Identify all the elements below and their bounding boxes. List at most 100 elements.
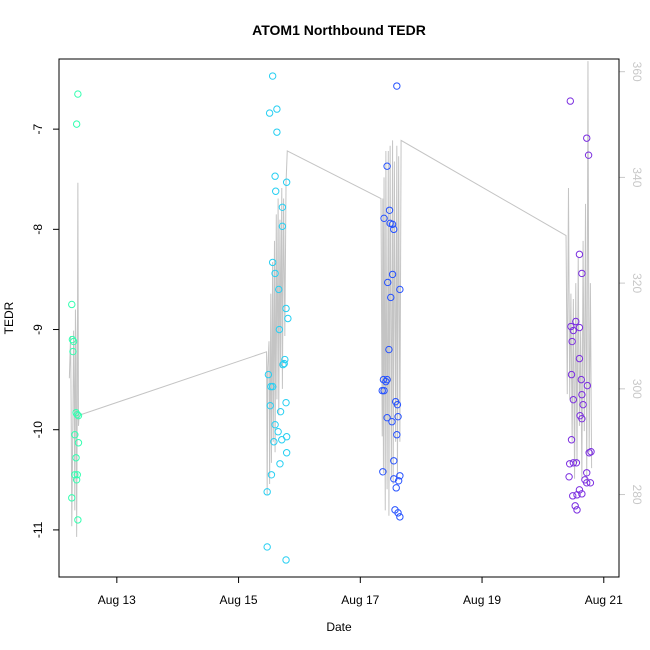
data-point bbox=[394, 412, 402, 421]
data-point bbox=[579, 400, 587, 409]
data-point bbox=[573, 491, 581, 499]
data-point bbox=[569, 459, 578, 467]
data-point bbox=[73, 471, 81, 479]
data-point bbox=[282, 304, 290, 313]
data-point bbox=[578, 490, 586, 498]
data-point bbox=[385, 206, 394, 214]
y2-tick-label: 340 bbox=[630, 167, 644, 187]
data-point bbox=[383, 413, 391, 422]
data-point bbox=[578, 390, 586, 399]
heading-line-layer bbox=[68, 61, 593, 537]
data-point bbox=[388, 220, 397, 229]
data-point bbox=[385, 345, 393, 354]
chart-title: ATOM1 Northbound TEDR bbox=[252, 22, 426, 38]
data-point bbox=[264, 370, 273, 379]
data-point bbox=[394, 509, 402, 517]
data-point bbox=[74, 411, 83, 420]
data-point bbox=[273, 105, 281, 113]
data-point bbox=[267, 471, 276, 479]
data-point bbox=[583, 479, 591, 487]
data-point bbox=[271, 421, 279, 429]
data-point bbox=[390, 475, 398, 483]
x-axis-label: Date bbox=[326, 620, 352, 634]
data-points-layer bbox=[68, 72, 595, 564]
data-point bbox=[575, 354, 584, 363]
data-point bbox=[268, 382, 277, 391]
data-point bbox=[278, 222, 287, 231]
y2-tick-label: 360 bbox=[630, 62, 644, 82]
data-point bbox=[393, 82, 401, 90]
data-point bbox=[572, 317, 580, 326]
x-tick-label: Aug 17 bbox=[341, 593, 379, 607]
data-point bbox=[278, 436, 286, 444]
data-point bbox=[68, 335, 77, 344]
data-point bbox=[568, 337, 576, 346]
data-point bbox=[282, 398, 290, 407]
data-point bbox=[390, 457, 398, 465]
data-point bbox=[271, 269, 279, 278]
data-point bbox=[263, 543, 271, 551]
data-point bbox=[583, 134, 591, 142]
y-tick-label: -7 bbox=[31, 123, 45, 134]
data-point bbox=[278, 203, 287, 211]
y-tick-label: -9 bbox=[31, 324, 45, 335]
data-point bbox=[284, 314, 292, 323]
data-point bbox=[387, 293, 395, 302]
x-tick-label: Aug 13 bbox=[98, 593, 136, 607]
y-axis-label: TEDR bbox=[2, 301, 16, 334]
y-tick-label: -10 bbox=[31, 421, 45, 439]
data-point bbox=[565, 473, 573, 481]
data-point bbox=[586, 479, 595, 487]
data-point bbox=[566, 97, 574, 105]
data-point bbox=[393, 400, 402, 409]
data-point bbox=[383, 375, 391, 384]
data-point bbox=[569, 395, 578, 404]
data-point bbox=[276, 407, 285, 416]
data-point bbox=[390, 225, 398, 234]
data-point bbox=[273, 128, 281, 136]
data-point bbox=[583, 381, 592, 390]
data-point bbox=[384, 278, 392, 287]
data-point bbox=[396, 472, 404, 480]
data-point bbox=[281, 355, 289, 364]
data-point bbox=[276, 460, 284, 468]
series-3 bbox=[378, 82, 404, 521]
data-point bbox=[578, 414, 586, 423]
data-point bbox=[275, 325, 284, 334]
data-point bbox=[392, 484, 400, 492]
data-point bbox=[280, 359, 288, 368]
data-point bbox=[268, 72, 277, 80]
data-point bbox=[68, 494, 76, 502]
data-point bbox=[575, 323, 584, 332]
data-point bbox=[71, 471, 79, 479]
data-point bbox=[271, 172, 279, 180]
data-point bbox=[382, 377, 390, 386]
data-point bbox=[72, 476, 81, 484]
data-point bbox=[282, 178, 291, 186]
data-point bbox=[567, 322, 575, 331]
series-1 bbox=[68, 90, 83, 524]
data-point bbox=[275, 285, 283, 294]
data-point bbox=[380, 214, 388, 223]
y2-tick-label: 320 bbox=[630, 273, 644, 293]
data-point bbox=[74, 439, 83, 447]
data-point bbox=[393, 431, 401, 439]
data-point bbox=[569, 492, 577, 500]
data-point bbox=[567, 370, 576, 379]
data-point bbox=[282, 449, 291, 457]
data-point bbox=[396, 513, 404, 521]
y2-tick-label: 300 bbox=[630, 379, 644, 399]
data-point bbox=[72, 120, 81, 128]
data-point bbox=[379, 468, 387, 476]
data-point bbox=[573, 506, 581, 514]
y-tick-label: -11 bbox=[31, 521, 45, 538]
data-point bbox=[69, 347, 77, 356]
data-point bbox=[583, 469, 591, 477]
data-point bbox=[279, 360, 287, 369]
data-point bbox=[585, 449, 593, 457]
data-point bbox=[68, 300, 76, 309]
data-point bbox=[272, 187, 280, 195]
data-point bbox=[569, 326, 578, 335]
series-4 bbox=[565, 97, 595, 514]
